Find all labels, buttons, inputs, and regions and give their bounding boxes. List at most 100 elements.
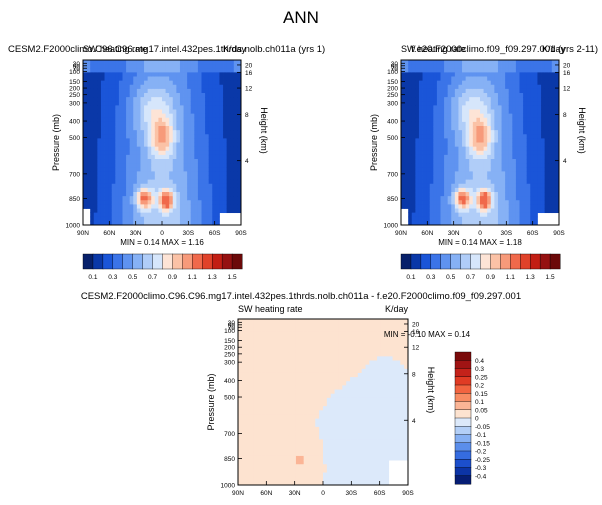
field-cell bbox=[447, 97, 452, 102]
field-cell bbox=[215, 138, 220, 143]
field-cell bbox=[108, 72, 113, 77]
field-cell bbox=[190, 76, 195, 82]
field-cell bbox=[497, 187, 502, 193]
field-cell bbox=[253, 431, 258, 436]
field-cell bbox=[307, 464, 312, 469]
field-cell bbox=[436, 142, 441, 148]
field-cell bbox=[176, 121, 181, 127]
field-cell bbox=[299, 356, 305, 361]
field-cell bbox=[404, 126, 409, 131]
field-cell bbox=[436, 175, 441, 181]
field-cell bbox=[353, 480, 359, 486]
field-cell bbox=[429, 212, 434, 218]
field-cell bbox=[154, 88, 159, 94]
field-cell bbox=[147, 212, 152, 218]
field-cell bbox=[408, 68, 413, 73]
field-cell bbox=[115, 126, 120, 131]
field-cell bbox=[212, 101, 217, 106]
field-cell bbox=[118, 134, 123, 139]
field-cell bbox=[519, 88, 524, 94]
field-cell bbox=[319, 426, 324, 432]
field-cell bbox=[272, 439, 278, 444]
field-cell bbox=[83, 101, 87, 106]
field-cell bbox=[494, 72, 499, 77]
field-cell bbox=[108, 154, 113, 160]
field-cell bbox=[219, 109, 224, 115]
field-cell bbox=[104, 76, 109, 82]
field-cell bbox=[129, 130, 134, 135]
field-cell bbox=[169, 68, 174, 73]
field-cell bbox=[483, 179, 488, 185]
field-cell bbox=[226, 146, 231, 152]
field-cell bbox=[472, 175, 477, 181]
field-cell bbox=[233, 105, 238, 110]
field-cell bbox=[295, 348, 301, 353]
field-cell bbox=[226, 183, 231, 189]
field-cell bbox=[126, 159, 131, 164]
field-cell bbox=[323, 460, 328, 465]
field-cell bbox=[257, 447, 262, 453]
field-cell bbox=[238, 460, 243, 465]
field-cell bbox=[311, 418, 316, 424]
field-cell bbox=[194, 121, 199, 127]
field-cell bbox=[261, 389, 266, 395]
field-cell bbox=[350, 352, 355, 357]
field-cell bbox=[299, 422, 305, 428]
field-cell bbox=[100, 117, 105, 123]
field-cell bbox=[93, 109, 98, 115]
field-cell bbox=[338, 319, 343, 324]
field-cell bbox=[436, 167, 441, 172]
field-cell bbox=[136, 117, 141, 123]
field-cell bbox=[505, 134, 510, 139]
field-cell bbox=[365, 426, 370, 432]
field-cell bbox=[237, 121, 242, 127]
field-cell bbox=[444, 80, 449, 86]
field-cell bbox=[115, 154, 120, 160]
field-cell bbox=[465, 109, 470, 115]
field-cell bbox=[90, 204, 95, 209]
field-cell bbox=[179, 126, 184, 131]
field-cell bbox=[408, 134, 413, 139]
field-cell bbox=[541, 84, 546, 90]
field-cell bbox=[249, 455, 254, 461]
field-cell bbox=[158, 154, 163, 160]
field-cell bbox=[93, 134, 98, 139]
field-cell bbox=[429, 183, 434, 189]
field-cell bbox=[261, 385, 266, 390]
field-cell bbox=[288, 372, 293, 378]
field-cell bbox=[201, 126, 206, 131]
field-cell bbox=[342, 381, 347, 386]
field-cell bbox=[303, 447, 308, 453]
field-cell bbox=[237, 60, 242, 65]
field-cell bbox=[257, 451, 262, 457]
field-cell bbox=[519, 150, 524, 156]
field-cell bbox=[323, 422, 328, 428]
field-cell bbox=[205, 101, 210, 106]
field-cell bbox=[93, 113, 98, 119]
field-cell bbox=[299, 323, 305, 328]
field-cell bbox=[346, 402, 351, 407]
field-cell bbox=[201, 179, 206, 185]
field-cell bbox=[126, 117, 131, 123]
field-cell bbox=[515, 101, 520, 106]
field-cell bbox=[483, 64, 488, 69]
field-cell bbox=[268, 377, 274, 382]
field-cell bbox=[401, 76, 405, 82]
field-cell bbox=[215, 167, 220, 172]
field-cell bbox=[276, 335, 281, 341]
field-cell bbox=[219, 117, 224, 123]
field-cell bbox=[299, 335, 305, 341]
field-cell bbox=[404, 171, 409, 176]
field-cell bbox=[487, 138, 492, 143]
field-cell bbox=[334, 385, 339, 390]
field-cell bbox=[183, 204, 188, 209]
field-cell bbox=[411, 117, 416, 123]
y2-tick-label: 20 bbox=[563, 62, 571, 69]
field-cell bbox=[508, 159, 513, 164]
field-cell bbox=[261, 443, 266, 449]
y-tick-label: 400 bbox=[387, 119, 398, 126]
field-cell bbox=[519, 212, 524, 218]
field-cell bbox=[472, 84, 477, 90]
field-cell bbox=[292, 426, 297, 432]
field-cell bbox=[299, 381, 305, 386]
